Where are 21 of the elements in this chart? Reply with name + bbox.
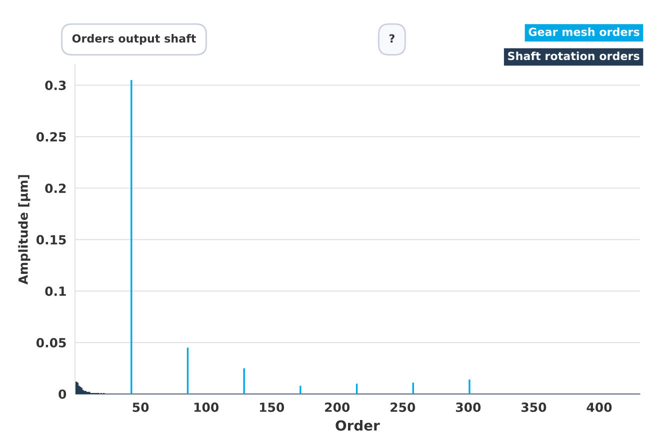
text: Orders output shaft <box>72 34 196 45</box>
x-axis-title: Order <box>336 420 380 431</box>
x-tick-label: 350 <box>521 402 546 412</box>
y-axis-title: Amplitude [µm] <box>18 175 30 284</box>
y-tick-label: 0 <box>58 389 66 399</box>
y-tick-label: 0.3 <box>45 80 66 90</box>
x-tick-label: 250 <box>390 402 416 412</box>
text: ? <box>389 34 394 42</box>
x-tick-label: 50 <box>132 402 149 412</box>
y-tick-label: 0.25 <box>36 132 66 142</box>
x-tick-label: 150 <box>260 402 284 412</box>
text: Gear mesh orders <box>528 27 640 36</box>
x-tick-label: 400 <box>586 402 612 412</box>
text: Shaft rotation orders <box>508 52 640 60</box>
x-tick-label: 300 <box>456 402 481 412</box>
x-tick-label: 200 <box>325 402 350 412</box>
y-tick-label: 0.05 <box>36 338 66 348</box>
x-tick-label: 100 <box>194 402 219 412</box>
y-tick-label: 0.2 <box>45 184 66 194</box>
y-tick-label: 0.1 <box>45 286 66 296</box>
y-tick-label: 0.15 <box>36 235 66 245</box>
